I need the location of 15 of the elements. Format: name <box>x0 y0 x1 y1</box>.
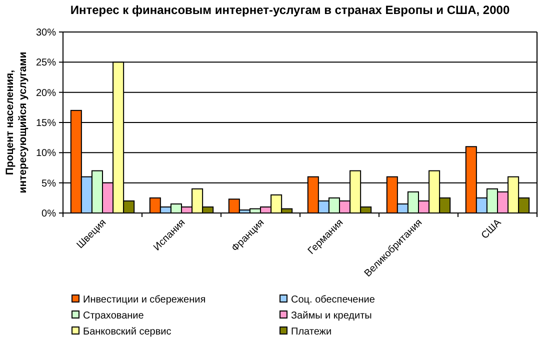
legend-label: Платежи <box>291 326 332 338</box>
y-tick-label: 0% <box>42 208 56 220</box>
y-tick-label: 30% <box>36 28 56 38</box>
y-axis-title: Процент населения, интересующийся услугами <box>4 52 29 194</box>
legend-label: Страхование <box>83 310 144 322</box>
y-tick-label: 15% <box>36 118 56 129</box>
y-tick-label: 20% <box>36 88 56 99</box>
legend-label: Займы и кредиты <box>291 310 372 322</box>
legend-label: Банковский сервис <box>83 326 172 338</box>
chart-title: Интерес к финансовым интернет-услугам в странах Европы и США, 2000 <box>70 3 510 17</box>
y-tick-label: 5% <box>42 178 56 190</box>
y-tick-label: 10% <box>36 148 56 160</box>
legend-label: Инвестиции и сбережения <box>83 294 206 306</box>
y-tick-label: 25% <box>36 58 56 69</box>
legend-label: Соц. обеспечение <box>291 294 376 306</box>
